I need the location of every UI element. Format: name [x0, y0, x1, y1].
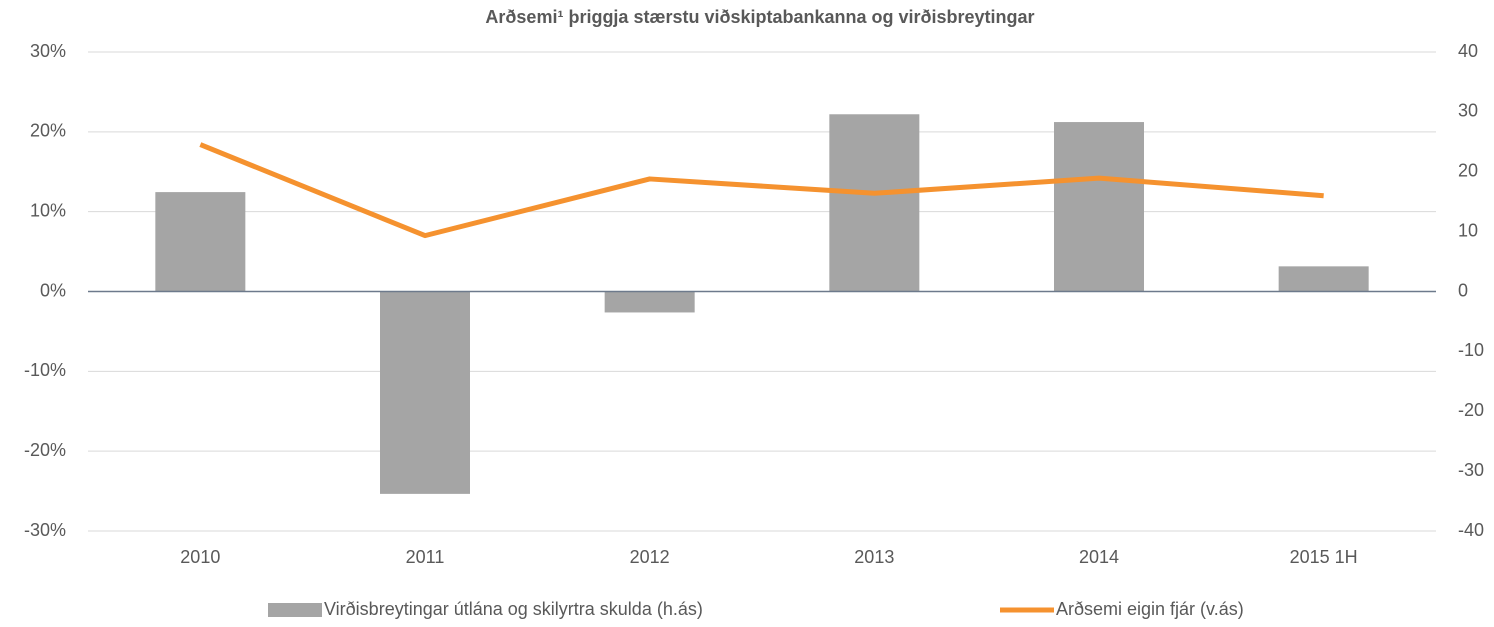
bar — [1278, 266, 1369, 292]
x-tick-label: 2015 1H — [1290, 547, 1358, 567]
x-tick-label: 2011 — [406, 547, 445, 567]
legend-label: Virðisbreytingar útlána og skilyrtra sku… — [324, 599, 703, 619]
y2-tick-label: -40 — [1458, 520, 1484, 540]
y-tick-label: -20% — [24, 440, 66, 460]
y2-tick-label: -20 — [1458, 400, 1484, 420]
x-tick-label: 2014 — [1079, 547, 1119, 567]
y2-tick-label: 30 — [1458, 101, 1478, 121]
x-tick-label: 2012 — [630, 547, 670, 567]
y2-tick-label: 0 — [1458, 280, 1468, 300]
y2-tick-label: -10 — [1458, 340, 1484, 360]
legend-swatch — [268, 603, 322, 617]
y-tick-label: 0% — [40, 280, 66, 300]
bar — [604, 291, 695, 313]
x-tick-label: 2013 — [854, 547, 894, 567]
y2-tick-label: 10 — [1458, 220, 1478, 240]
y2-tick-label: 20 — [1458, 161, 1478, 181]
x-tick-label: 2010 — [180, 547, 220, 567]
bar — [1054, 122, 1144, 292]
chart-title: Arðsemi¹ þriggja stærstu viðskiptabankan… — [485, 7, 1034, 27]
y-tick-label: 10% — [30, 200, 66, 220]
line — [199, 142, 1324, 239]
y-tick-label: 30% — [30, 41, 66, 61]
y-tick-label: -10% — [24, 360, 66, 380]
legend-label: Arðsemi eigin fjár (v.ás) — [1056, 599, 1244, 619]
y-tick-label: -30% — [24, 520, 66, 540]
bar — [829, 114, 920, 292]
bar — [155, 192, 246, 292]
y-tick-label: 20% — [30, 121, 66, 141]
bar — [380, 291, 470, 494]
y2-tick-label: 40 — [1458, 41, 1478, 61]
y2-tick-label: -30 — [1458, 460, 1484, 480]
